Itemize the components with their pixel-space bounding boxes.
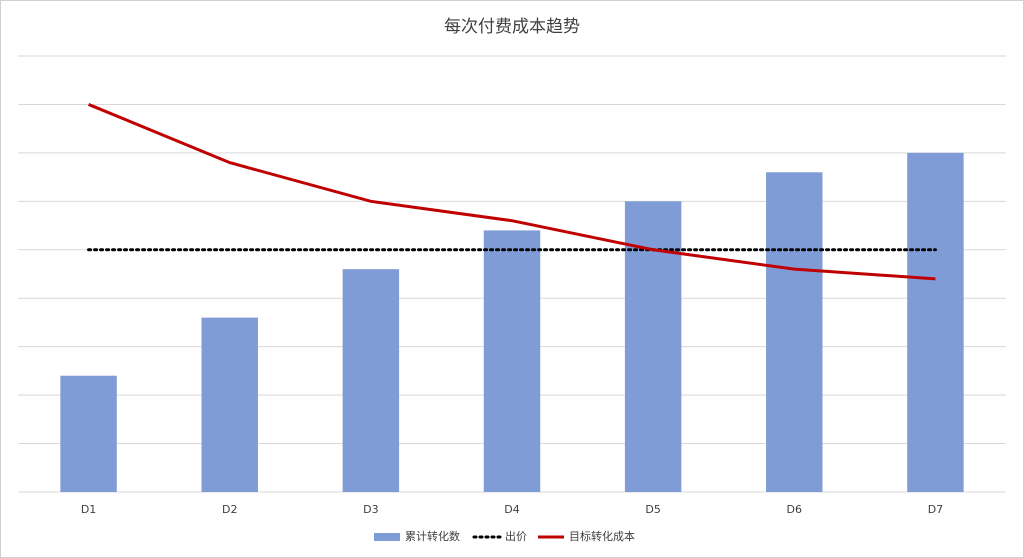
line-series <box>88 103 936 281</box>
x-tick-label: D5 <box>645 503 660 516</box>
x-tick-label: D2 <box>222 503 237 516</box>
x-tick-label: D4 <box>504 503 519 516</box>
x-tick-label: D7 <box>928 503 943 516</box>
bar <box>766 172 823 492</box>
x-tick-label: D1 <box>81 503 96 516</box>
x-tick-label: D3 <box>363 503 378 516</box>
legend-label: 目标转化成本 <box>569 529 635 543</box>
bar <box>60 375 117 492</box>
x-tick-label: D6 <box>787 503 802 516</box>
chart-title: 每次付费成本趋势 <box>444 17 580 37</box>
legend-swatch <box>374 533 400 541</box>
legend-label: 出价 <box>505 529 527 543</box>
legend-label: 累计转化数 <box>405 529 460 543</box>
bar <box>907 152 964 492</box>
bar <box>483 230 541 492</box>
bar <box>201 317 258 492</box>
bar <box>342 269 400 492</box>
